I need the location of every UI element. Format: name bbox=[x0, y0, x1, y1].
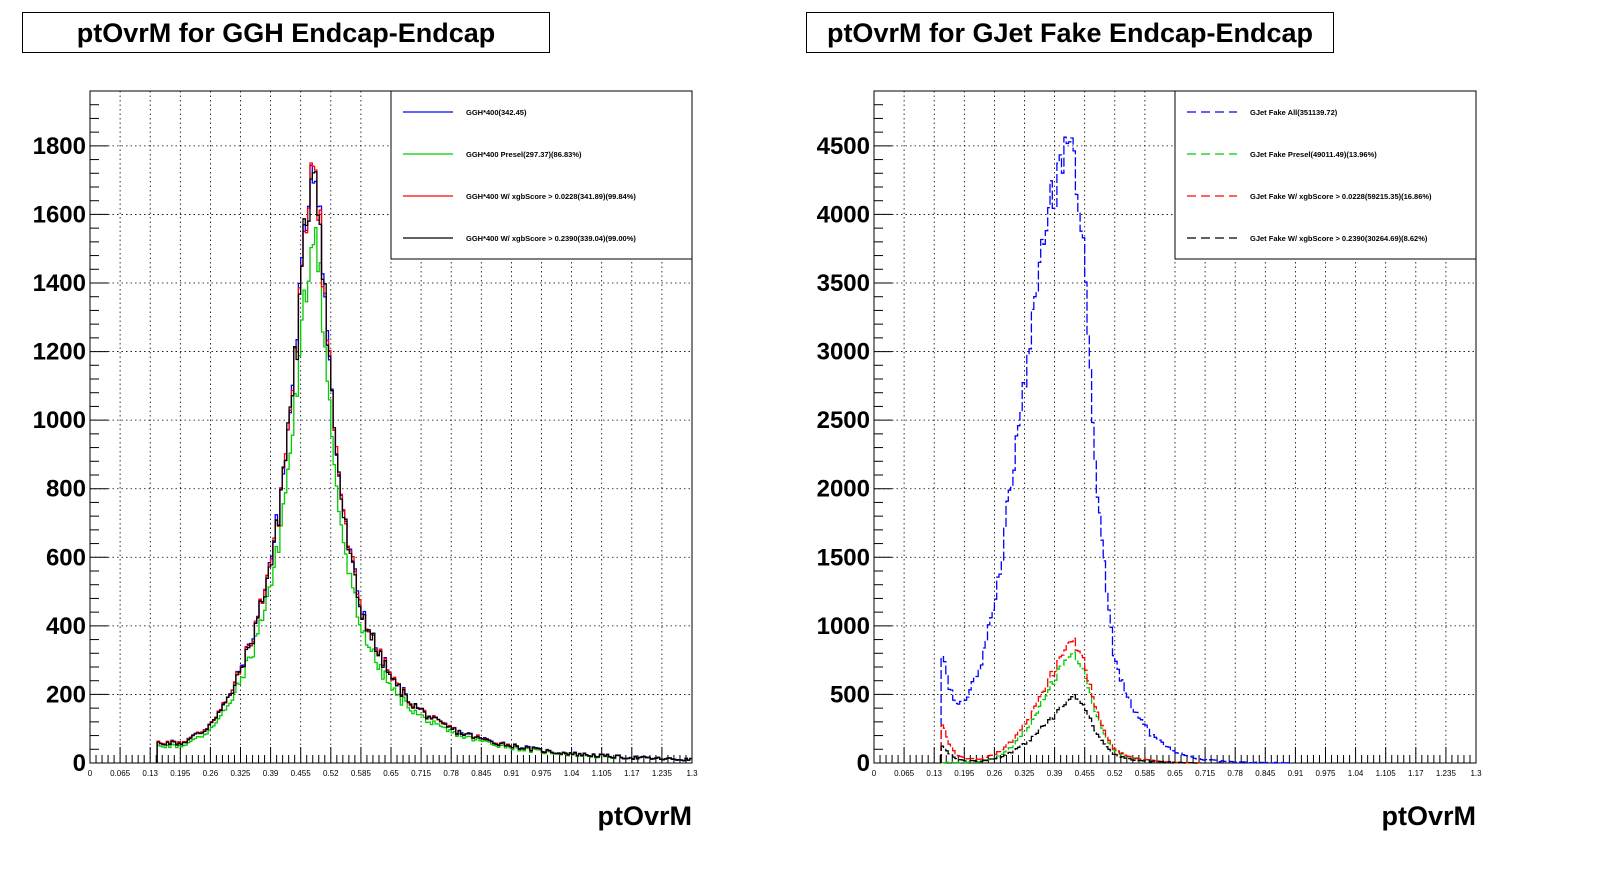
x-tick-label: 1.3 bbox=[1470, 769, 1482, 778]
legend-entry: GJet Fake All(351139.72) bbox=[1250, 108, 1338, 117]
right-chart-title: ptOvrM for GJet Fake Endcap-Endcap bbox=[806, 12, 1334, 53]
x-tick-label: 0.13 bbox=[142, 769, 158, 778]
x-tick-label: 0.585 bbox=[1135, 769, 1156, 778]
x-tick-label: 0.195 bbox=[954, 769, 975, 778]
x-tick-label: 1.235 bbox=[1436, 769, 1457, 778]
y-tick-label: 400 bbox=[46, 613, 86, 640]
x-tick-label: 0.52 bbox=[323, 769, 339, 778]
x-tick-label: 0.065 bbox=[110, 769, 131, 778]
y-tick-label: 1000 bbox=[817, 613, 870, 640]
x-tick-label: 0.455 bbox=[1075, 769, 1096, 778]
x-tick-label: 0.975 bbox=[531, 769, 552, 778]
x-tick-label: 0.13 bbox=[926, 769, 942, 778]
y-tick-label: 4000 bbox=[817, 201, 870, 228]
y-tick-label: 1500 bbox=[817, 544, 870, 571]
legend-entry: GJet Fake Presel(49011.49)(13.96%) bbox=[1250, 150, 1377, 159]
y-tick-label: 1600 bbox=[33, 201, 86, 228]
y-tick-label: 1000 bbox=[33, 407, 86, 434]
x-tick-label: 0.585 bbox=[351, 769, 372, 778]
x-tick-label: 0.455 bbox=[291, 769, 312, 778]
x-tick-label: 0.65 bbox=[383, 769, 399, 778]
legend-entry: GGH*400 W/ xgbScore > 0.2390(339.04)(99.… bbox=[466, 234, 636, 243]
y-tick-label: 0 bbox=[73, 750, 86, 777]
x-tick-label: 1.105 bbox=[1376, 769, 1397, 778]
legend-entry: GGH*400(342.45) bbox=[466, 108, 527, 117]
left-chart-title: ptOvrM for GGH Endcap-Endcap bbox=[22, 12, 550, 53]
y-tick-label: 800 bbox=[46, 476, 86, 503]
y-tick-label: 4500 bbox=[817, 133, 870, 160]
x-tick-label: 0.845 bbox=[471, 769, 492, 778]
legend-box bbox=[1174, 90, 1477, 260]
y-tick-label: 500 bbox=[830, 681, 870, 708]
y-tick-label: 2500 bbox=[817, 407, 870, 434]
y-tick-label: 1200 bbox=[33, 339, 86, 366]
x-tick-label: 0.325 bbox=[1014, 769, 1035, 778]
x-tick-label: 1.04 bbox=[564, 769, 580, 778]
x-tick-label: 1.17 bbox=[1408, 769, 1424, 778]
y-tick-label: 1400 bbox=[33, 270, 86, 297]
x-tick-label: 1.04 bbox=[1348, 769, 1364, 778]
x-tick-label: 0.195 bbox=[170, 769, 191, 778]
x-tick-label: 0.26 bbox=[987, 769, 1003, 778]
x-tick-label: 0.65 bbox=[1167, 769, 1183, 778]
y-tick-label: 0 bbox=[857, 750, 870, 777]
y-tick-label: 3000 bbox=[817, 339, 870, 366]
x-tick-label: 0.91 bbox=[504, 769, 520, 778]
x-axis-label: ptOvrM bbox=[598, 801, 693, 831]
y-tick-label: 2000 bbox=[817, 476, 870, 503]
y-tick-label: 3500 bbox=[817, 270, 870, 297]
x-tick-label: 0.715 bbox=[1195, 769, 1216, 778]
x-tick-label: 0.78 bbox=[443, 769, 459, 778]
x-tick-label: 0.39 bbox=[1047, 769, 1063, 778]
histogram-series-3 bbox=[940, 693, 1201, 764]
x-tick-label: 0.975 bbox=[1315, 769, 1336, 778]
legend-entry: GJet Fake W/ xgbScore > 0.0228(59215.35)… bbox=[1250, 192, 1432, 201]
x-tick-label: 0.325 bbox=[230, 769, 251, 778]
histogram-series-0 bbox=[940, 136, 1294, 764]
x-tick-label: 1.105 bbox=[592, 769, 613, 778]
x-tick-label: 0.39 bbox=[263, 769, 279, 778]
chart-panel-1: 0 0.065 0.13 0.195 0.26 0.325 0.39 0.455 0.52 0.5… bbox=[817, 90, 1482, 831]
x-tick-label: 0 bbox=[88, 769, 93, 778]
legend-entry: GGH*400 Presel(297.37)(86.83%) bbox=[466, 150, 582, 159]
legend-box bbox=[390, 90, 693, 260]
x-tick-label: 0 bbox=[872, 769, 877, 778]
x-axis-label: ptOvrM bbox=[1382, 801, 1477, 831]
x-tick-label: 0.26 bbox=[203, 769, 219, 778]
x-tick-label: 1.3 bbox=[686, 769, 698, 778]
legend-entry: GGH*400 W/ xgbScore > 0.0228(341.89)(99.… bbox=[466, 192, 636, 201]
x-tick-label: 1.17 bbox=[624, 769, 640, 778]
x-tick-label: 1.235 bbox=[652, 769, 673, 778]
x-tick-label: 0.52 bbox=[1107, 769, 1123, 778]
x-tick-label: 0.91 bbox=[1288, 769, 1304, 778]
chart-panel-0: 0 0.065 0.13 0.195 0.26 0.325 0.39 0.455 0.52 0.5… bbox=[33, 90, 698, 831]
x-tick-label: 0.715 bbox=[411, 769, 432, 778]
x-tick-label: 0.78 bbox=[1227, 769, 1243, 778]
histogram-series-2 bbox=[940, 637, 1201, 764]
y-tick-label: 1800 bbox=[33, 133, 86, 160]
y-tick-label: 200 bbox=[46, 681, 86, 708]
histogram-series-3 bbox=[156, 171, 692, 763]
x-tick-label: 0.845 bbox=[1255, 769, 1276, 778]
y-tick-label: 600 bbox=[46, 544, 86, 571]
legend-entry: GJet Fake W/ xgbScore > 0.2390(30264.69)… bbox=[1250, 234, 1428, 243]
x-tick-label: 0.065 bbox=[894, 769, 915, 778]
